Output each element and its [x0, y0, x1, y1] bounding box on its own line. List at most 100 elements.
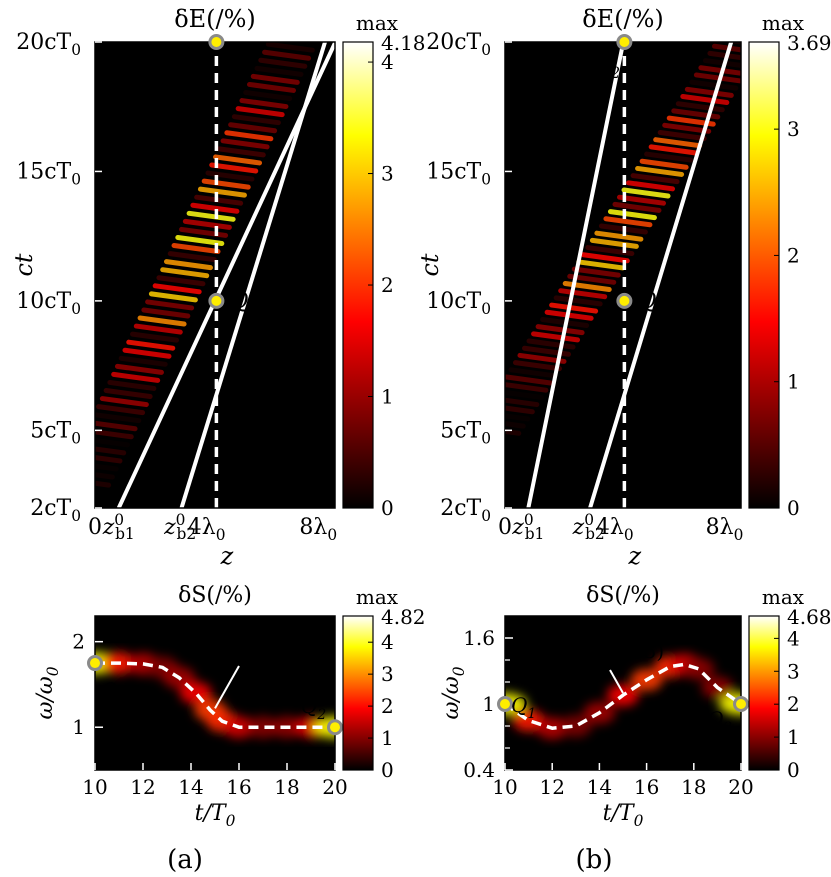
heatmap-stripe [621, 187, 671, 199]
heatmap-stripe [231, 114, 281, 126]
heatmap-stripe [213, 154, 263, 166]
heatmap-stripe [197, 186, 247, 198]
heatmap-stripe [531, 331, 581, 343]
colorbar-tick-label: 3 [381, 662, 394, 686]
annotation-label: Eq. (35) [583, 639, 664, 663]
x-axis-label: t/T0 [195, 801, 236, 830]
heatmap-stripe [616, 194, 666, 206]
heatmap-stripe [190, 202, 240, 214]
heatmap-stripe [644, 151, 694, 163]
colorbar-tick-label: 0 [787, 758, 800, 782]
point-marker [497, 696, 513, 712]
point-marker [208, 292, 225, 309]
y-tick-label: 10cT0 [16, 289, 81, 318]
heatmap-stripe [179, 226, 229, 238]
heatmap-stripe [549, 302, 599, 314]
colorbar-b-bottom [748, 615, 780, 771]
point-label: Q1 [511, 693, 536, 722]
panel-label-a: (a) [167, 845, 203, 875]
heatmap-stripe [103, 388, 153, 400]
x-tick-label: 16 [634, 775, 659, 799]
y-tick-label: 2cT0 [30, 496, 81, 525]
heatmap-stripe [216, 146, 266, 158]
colorbar-tick-label: 4 [381, 50, 394, 74]
heatmap-stripe [675, 101, 725, 113]
axes-frame [504, 615, 742, 771]
heatmap-stripe [505, 413, 531, 422]
heatmap-stripe [95, 437, 130, 448]
y-tick-label: 5cT0 [30, 418, 81, 447]
heatmap-stripe [612, 201, 662, 213]
colorbar-max-label: max [356, 11, 399, 35]
heatmap-stripe [118, 355, 168, 367]
heatmap-stripe [505, 389, 544, 400]
heatmap-stripe [163, 259, 213, 271]
heatmap-stripe [107, 379, 157, 391]
colorbar-tick-label: 2 [787, 692, 800, 716]
heatmap-stripe [571, 266, 621, 278]
colorbar-tick-label: 3 [787, 659, 800, 683]
y-axis-label: ω/ω0 [439, 666, 468, 719]
heatmap-stripe [505, 428, 522, 436]
heatmap-stripe [589, 237, 639, 249]
x-axis-label: z [220, 542, 234, 570]
y-tick-label: 20cT0 [16, 30, 81, 59]
heatmap-stripe [220, 138, 270, 150]
heatmap-stripe [243, 90, 293, 102]
heatmap-stripe [95, 455, 123, 464]
heatmap-stripe [95, 463, 119, 472]
colorbar-max-label: max [356, 585, 399, 609]
heatmap-field [505, 42, 741, 508]
colorbar-tick-label: 0 [787, 496, 800, 520]
colorbar-tick-label: 1 [381, 726, 394, 750]
heatmap-stripe [235, 106, 285, 118]
colorbar-tick-label: 4 [787, 626, 800, 650]
colorbar-tick-label: 3 [381, 162, 394, 186]
point-label: Q2 [301, 694, 326, 723]
axes-frame [94, 615, 336, 771]
heatmap-stripe [707, 50, 741, 61]
heatmap-stripe [576, 259, 626, 271]
colorbar-tick-label: 1 [787, 725, 800, 749]
y-tick-label: 5cT0 [440, 418, 491, 447]
point-label: Q2 [707, 707, 732, 736]
heatmap-stripe [152, 283, 202, 295]
heatmap-stripe [201, 178, 251, 190]
heatmap-stripe [205, 170, 255, 182]
panel-b-bottom: Eq. (35)10 12 14 16 18 200.411.6t/T0ω/ω0δS(/%… [439, 583, 831, 830]
heatmap-stripe [702, 58, 741, 68]
y-axis-label-group: ω/ω0 [33, 666, 62, 719]
heatmap-stripe [126, 339, 176, 351]
x-tick-label: 16 [226, 775, 251, 799]
heatmap-stripe [171, 243, 221, 255]
heatmap-stripe [209, 162, 259, 174]
heatmap-stripe [258, 57, 308, 69]
heatmap-stripe [145, 299, 195, 311]
heatmap-stripe [95, 412, 142, 424]
y-tick-label: 2cT0 [440, 496, 491, 525]
colorbar-a-bottom [342, 615, 374, 771]
heatmap-stripe [594, 230, 644, 242]
panel-title: δE(/%) [174, 5, 256, 33]
x-tick-label: z0 b2 [572, 511, 605, 543]
heatmap-stripe [505, 397, 540, 408]
x-tick-label: 12 [539, 775, 564, 799]
point-marker [87, 655, 103, 672]
heatmap-stripe [148, 291, 198, 303]
x-tick-label: 0 [88, 515, 102, 540]
y-tick-label: 20cT0 [426, 30, 491, 59]
y-axis-label: ct [10, 253, 38, 276]
heatmap-stripe [553, 295, 603, 307]
point-label: Q1 [101, 678, 126, 707]
spectrogram-blob [247, 716, 279, 739]
heatmap-stripe [639, 158, 689, 170]
x-tick-label: 4λ0 [188, 515, 226, 544]
heatmap-stripe [111, 371, 161, 383]
x-tick-label: 8λ0 [299, 515, 337, 544]
heatmap-stripe [689, 79, 739, 91]
y-tick-label: 15cT0 [16, 159, 81, 188]
y-tick-label: 1 [72, 715, 85, 739]
heatmap-stripe [246, 81, 296, 93]
